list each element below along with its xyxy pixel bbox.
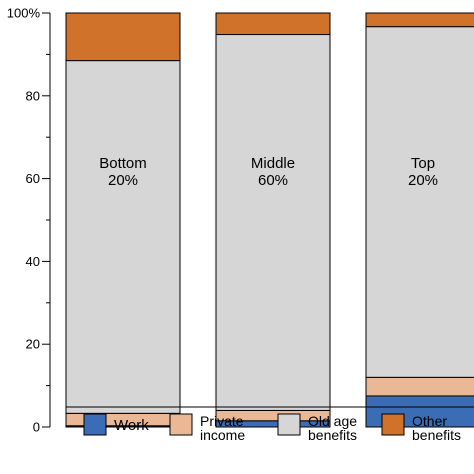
y-tick-label: 0 [33, 420, 40, 435]
bar-segment-middle-old-age-benefits [215, 34, 331, 411]
y-tick-label: 40 [26, 254, 40, 269]
bar-segment-bottom-other-benefits [65, 12, 181, 62]
bar-share-label: 20% [108, 172, 138, 189]
bar-segment-top-old-age-benefits [365, 26, 474, 378]
bar-segment-middle-other-benefits [215, 12, 331, 36]
bar-segment-bottom-old-age-benefits [65, 60, 181, 414]
bars [65, 12, 474, 428]
bar-category-label: Middle [251, 155, 295, 172]
legend-label: benefits [412, 427, 461, 443]
legend-label: income [200, 427, 245, 443]
bar-segment-top-private-income [365, 376, 474, 397]
legend-swatch [277, 413, 301, 436]
bar-share-label: 60% [258, 172, 288, 189]
bar-category-label: Top [411, 155, 435, 172]
bar-segment-top-other-benefits [365, 12, 474, 28]
legend-label: Private [200, 413, 244, 429]
y-tick-label: 60 [26, 171, 40, 186]
y-axis: 0 20 40 60 80 100% [7, 6, 51, 435]
legend-swatch [381, 413, 405, 436]
bar-category-label: Bottom [99, 155, 147, 172]
y-tick-label: 20 [26, 337, 40, 352]
legend-swatch [83, 413, 107, 436]
legend-label: Old age [308, 413, 357, 429]
bar-share-label: 20% [408, 172, 438, 189]
legend-label: Other [412, 413, 447, 429]
legend-label: Work [114, 417, 149, 434]
legend-swatch [169, 413, 193, 436]
legend-label: benefits [308, 427, 357, 443]
y-tick-label: 100% [7, 6, 41, 21]
y-tick-label: 80 [26, 88, 40, 103]
